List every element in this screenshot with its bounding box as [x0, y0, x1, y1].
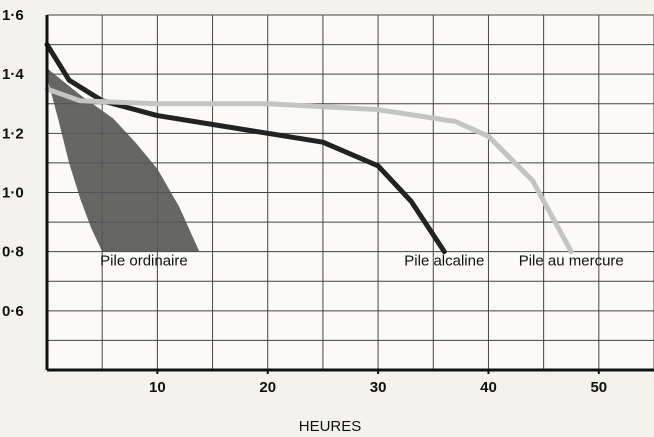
band-area [47, 68, 200, 252]
y-tick-label: 1·4 [2, 66, 24, 83]
x-tick-label: 30 [370, 379, 387, 396]
x-tick-label: 20 [259, 379, 276, 396]
series-line [44, 42, 447, 255]
x-axis-label: HEURES [299, 418, 362, 435]
series-label: Pile ordinaire [100, 253, 188, 270]
series-label: Pile alcaline [404, 253, 484, 270]
x-tick-label: 50 [590, 379, 607, 396]
series-label: Pile au mercure [519, 253, 624, 270]
y-tick-label: 1·0 [2, 184, 24, 201]
y-tick-label: 1·6 [2, 7, 24, 24]
x-tick-label: 40 [480, 379, 497, 396]
y-tick-label: 1·2 [2, 125, 24, 142]
y-tick-label: 0·8 [2, 244, 24, 261]
x-tick-label: 10 [149, 379, 166, 396]
series-line [44, 86, 574, 255]
y-tick-label: 0·6 [2, 303, 24, 320]
